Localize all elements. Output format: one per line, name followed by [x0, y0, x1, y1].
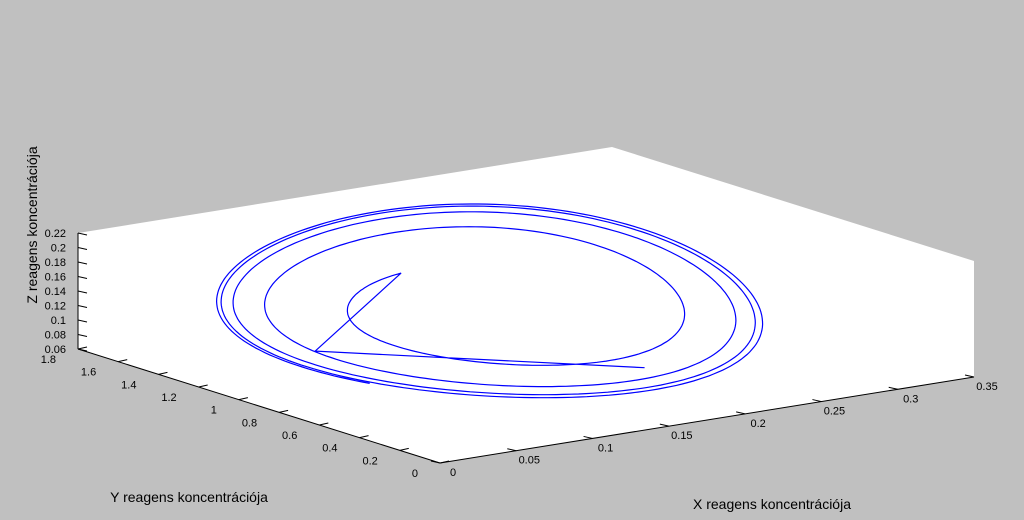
y-tick-label: 0.2: [362, 455, 377, 467]
x-tick-mark: [430, 460, 441, 464]
x-tick-label: 0.2: [750, 418, 765, 430]
x-tick-label: 0.3: [903, 393, 918, 405]
x-tick-label: 0.1: [598, 442, 613, 454]
y-axis-ticks: 0 0.2 0.4 0.6 0.8 1 1.2 1.4 1.6 1.8: [41, 346, 450, 480]
z-tick-label: 0.22: [45, 228, 66, 240]
y-tick-label: 1.6: [81, 367, 96, 379]
x-tick-mark: [964, 374, 975, 378]
z-tick-mark: [77, 334, 88, 337]
x-axis-line: [439, 376, 975, 464]
y-tick-mark: [158, 371, 168, 375]
z-tick-label: 0.12: [45, 301, 66, 313]
z-tick-label: 0.08: [45, 330, 66, 342]
z-tick-mark: [77, 319, 88, 323]
x-axis-label: X reagens koncentrációja: [693, 496, 851, 512]
y-tick-mark: [399, 447, 409, 451]
z-tick-label: 0.2: [51, 243, 66, 255]
z-tick-mark: [77, 276, 88, 279]
y-tick-label: 0: [412, 468, 418, 480]
z-tick-label: 0.16: [45, 272, 66, 284]
x-tick-label: 0.15: [671, 430, 692, 442]
z-axis-label: Z reagens koncentrációja: [24, 146, 40, 303]
y-axis-label: Y reagens koncentrációja: [110, 489, 268, 505]
y-tick-label: 0.4: [322, 443, 337, 455]
x-tick-mark: [812, 399, 822, 403]
plot-background: [78, 147, 974, 463]
y-tick-label: 0.8: [242, 417, 257, 429]
x-tick-label: 0.05: [519, 455, 540, 467]
y-tick-mark: [279, 409, 289, 413]
y-tick-mark: [359, 435, 369, 439]
z-tick-mark: [77, 290, 88, 294]
y-tick-label: 1: [211, 405, 217, 417]
y-tick-mark: [439, 460, 450, 464]
trajectory-series: [215, 203, 764, 399]
y-tick-mark: [77, 346, 88, 350]
z-tick-mark: [77, 348, 88, 352]
y-tick-mark: [238, 397, 248, 401]
y-tick-mark: [118, 359, 128, 363]
z-tick-mark: [77, 232, 88, 236]
x-tick-label: 0.25: [824, 406, 845, 418]
y-tick-mark: [198, 384, 208, 388]
z-tick-label: 0.18: [45, 257, 66, 269]
x-axis-ticks: 0 0.05 0.1 0.15 0.2 0.25 0.3 0.35: [430, 374, 998, 479]
z-tick-mark: [77, 247, 88, 250]
x-tick-mark: [583, 435, 593, 439]
x-tick-mark: [736, 411, 746, 415]
x-tick-mark: [507, 448, 517, 452]
z-tick-label: 0.06: [45, 344, 66, 356]
z-tick-mark: [77, 261, 88, 265]
y-tick-label: 1.4: [121, 379, 136, 391]
z-tick-mark: [77, 305, 88, 308]
x-tick-label: 0.35: [976, 381, 997, 393]
x-tick-mark: [659, 423, 669, 427]
y-tick-label: 0.6: [282, 430, 297, 442]
z-axis-ticks: 0.06 0.08 0.1 0.12 0.14 0.16 0.18 0.2 0.22: [45, 228, 88, 356]
y-tick-label: 1.2: [161, 392, 176, 404]
y-tick-label: 1.8: [41, 354, 56, 366]
z-tick-label: 0.1: [51, 315, 66, 327]
y-axis-line: [77, 348, 441, 464]
plot-area: [78, 147, 974, 463]
y-tick-mark: [319, 422, 329, 426]
z-tick-label: 0.14: [45, 286, 66, 298]
x-tick-label: 0: [450, 467, 456, 479]
x-tick-mark: [888, 386, 898, 390]
